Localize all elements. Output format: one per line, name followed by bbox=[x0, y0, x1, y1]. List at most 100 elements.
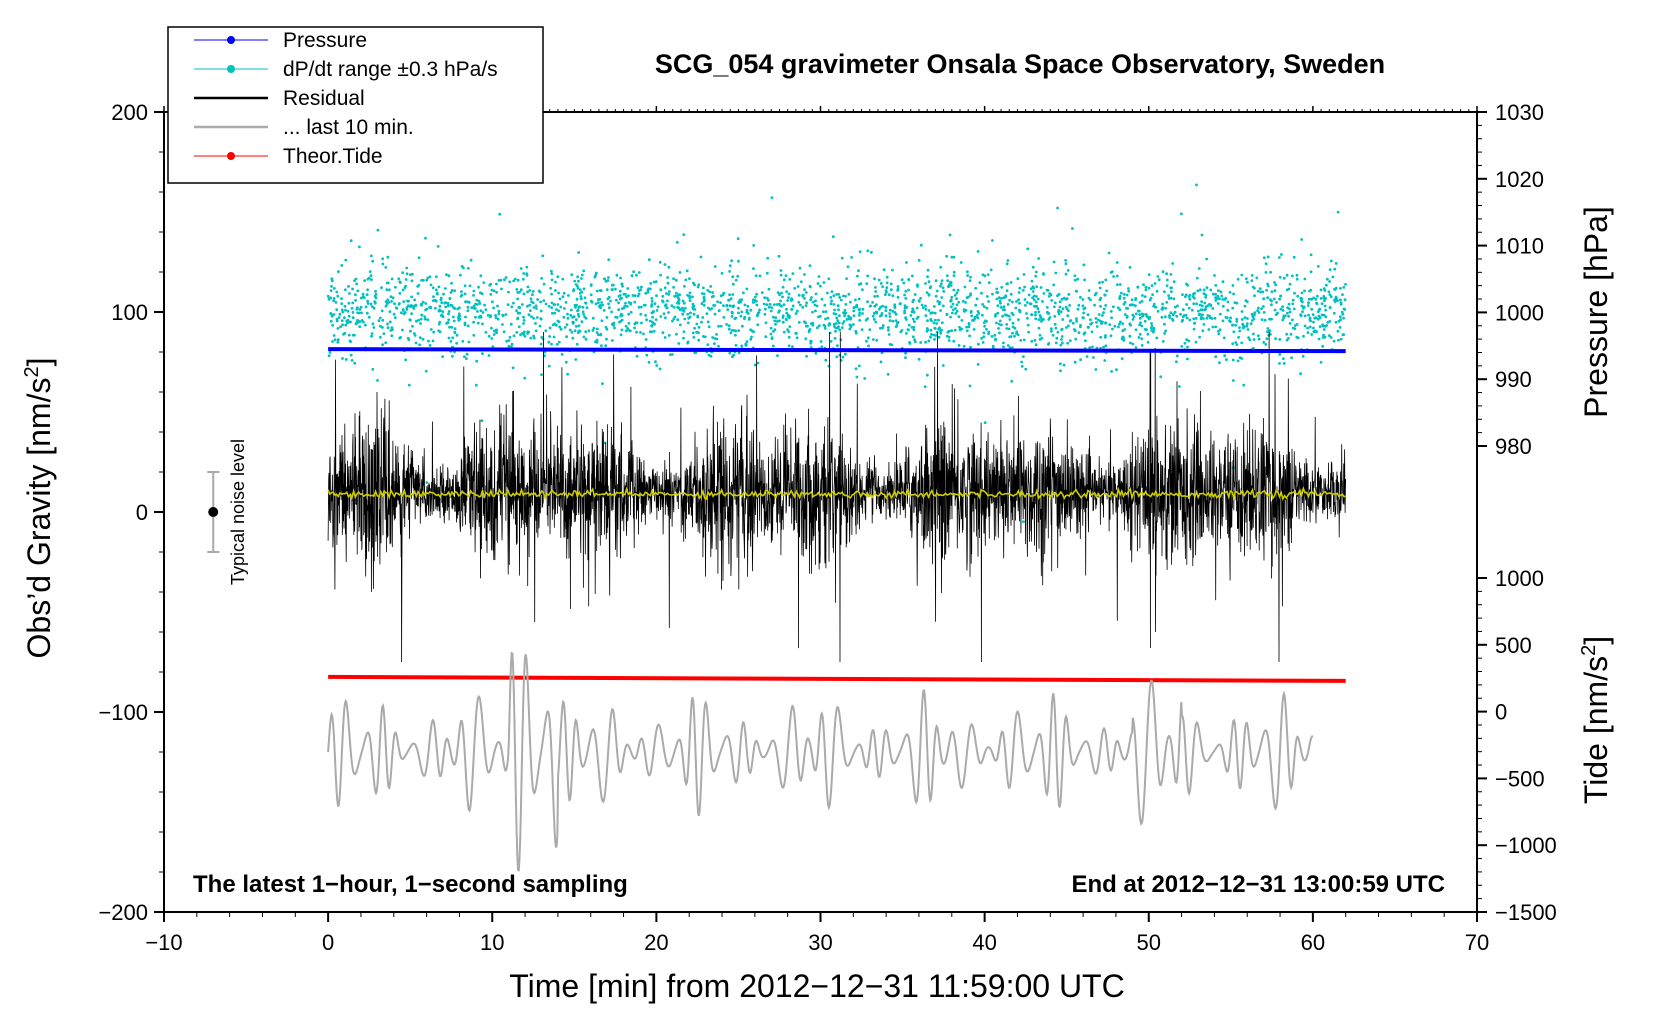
dpdt-point bbox=[1175, 354, 1179, 358]
dpdt-point bbox=[1180, 212, 1183, 216]
dpdt-point bbox=[1278, 256, 1281, 259]
dpdt-point bbox=[1333, 300, 1337, 303]
dpdt-point bbox=[1266, 330, 1269, 333]
dpdt-point bbox=[802, 293, 805, 297]
dpdt-point bbox=[985, 327, 988, 331]
dpdt-point bbox=[1031, 265, 1035, 269]
dpdt-point bbox=[455, 341, 458, 345]
dpdt-point bbox=[1264, 271, 1268, 274]
dpdt-point bbox=[1339, 287, 1342, 290]
dpdt-point bbox=[666, 299, 669, 303]
dpdt-point bbox=[663, 286, 667, 290]
dpdt-point bbox=[692, 336, 696, 339]
dpdt-point bbox=[917, 259, 921, 262]
dpdt-point bbox=[1094, 368, 1098, 371]
dpdt-point bbox=[1192, 317, 1196, 321]
dpdt-point bbox=[927, 293, 931, 297]
dpdt-point bbox=[874, 286, 877, 289]
dpdt-point bbox=[359, 305, 363, 309]
dpdt-point bbox=[584, 330, 588, 334]
dpdt-point bbox=[541, 254, 545, 258]
dpdt-point bbox=[542, 282, 546, 286]
dpdt-point bbox=[1323, 335, 1327, 339]
dpdt-point bbox=[1104, 344, 1108, 348]
dpdt-point bbox=[626, 287, 630, 290]
dpdt-point bbox=[1116, 283, 1119, 286]
dpdt-point bbox=[1211, 292, 1215, 296]
dpdt-point bbox=[1311, 313, 1315, 316]
dpdt-point bbox=[438, 304, 442, 308]
dpdt-point bbox=[1291, 318, 1294, 322]
dpdt-point bbox=[1095, 325, 1099, 328]
dpdt-point bbox=[447, 310, 451, 313]
dpdt-point bbox=[447, 274, 451, 278]
dpdt-point bbox=[952, 288, 956, 292]
dpdt-point bbox=[344, 258, 348, 262]
dpdt-point bbox=[1299, 372, 1302, 375]
dpdt-point bbox=[624, 301, 627, 305]
dpdt-point bbox=[1201, 329, 1205, 333]
dpdt-point bbox=[539, 317, 543, 320]
dpdt-point bbox=[794, 332, 798, 335]
dpdt-point bbox=[1291, 274, 1294, 278]
tide-tick-label: 1000 bbox=[1495, 566, 1544, 591]
dpdt-point bbox=[677, 301, 681, 305]
dpdt-point bbox=[329, 312, 333, 315]
dpdt-point bbox=[773, 303, 776, 306]
dpdt-point bbox=[720, 271, 724, 275]
dpdt-point bbox=[1123, 328, 1127, 331]
dpdt-point bbox=[410, 295, 413, 299]
dpdt-point bbox=[1052, 283, 1056, 287]
dpdt-point bbox=[1216, 302, 1220, 305]
dpdt-point bbox=[758, 308, 761, 312]
dpdt-point bbox=[691, 295, 694, 299]
dpdt-point bbox=[977, 342, 980, 346]
y-axis-left-title-main: Obs’d Gravity [nm/s bbox=[21, 378, 57, 659]
dpdt-point bbox=[637, 305, 641, 309]
dpdt-point bbox=[1006, 259, 1010, 262]
dpdt-point bbox=[882, 268, 886, 272]
pressure-tick-label: 1030 bbox=[1495, 100, 1544, 125]
dpdt-point bbox=[495, 282, 498, 286]
dpdt-point bbox=[760, 291, 764, 294]
dpdt-point bbox=[676, 305, 679, 309]
dpdt-point bbox=[335, 290, 339, 294]
dpdt-point bbox=[672, 305, 676, 309]
dpdt-point bbox=[804, 337, 808, 341]
dpdt-point bbox=[1246, 317, 1249, 320]
dpdt-point bbox=[749, 328, 752, 332]
dpdt-point bbox=[990, 335, 994, 338]
dpdt-point bbox=[1310, 307, 1314, 311]
dpdt-point bbox=[1054, 326, 1058, 330]
dpdt-point bbox=[1104, 304, 1108, 307]
dpdt-point bbox=[1120, 357, 1124, 361]
dpdt-point bbox=[629, 310, 633, 314]
dpdt-point bbox=[1329, 259, 1333, 263]
dpdt-point bbox=[727, 327, 731, 331]
dpdt-point bbox=[905, 332, 908, 335]
dpdt-point bbox=[577, 251, 580, 254]
dpdt-point bbox=[1309, 253, 1313, 257]
dpdt-point bbox=[940, 279, 944, 282]
annotation-sampling: The latest 1−hour, 1−second sampling bbox=[193, 871, 628, 898]
dpdt-point bbox=[894, 319, 898, 322]
dpdt-point bbox=[461, 339, 465, 343]
dpdt-point bbox=[409, 329, 412, 333]
dpdt-point bbox=[612, 283, 615, 287]
dpdt-point bbox=[756, 313, 760, 317]
dpdt-point bbox=[854, 367, 858, 371]
noise-level-dot bbox=[208, 507, 219, 517]
dpdt-point bbox=[1253, 286, 1256, 290]
dpdt-point bbox=[519, 333, 522, 337]
dpdt-point bbox=[1077, 331, 1081, 334]
dpdt-point bbox=[1187, 306, 1191, 310]
dpdt-point bbox=[435, 292, 439, 296]
dpdt-point bbox=[1257, 337, 1261, 341]
dpdt-point bbox=[456, 307, 460, 311]
dpdt-point bbox=[700, 320, 703, 324]
dpdt-point bbox=[842, 320, 846, 323]
dpdt-point bbox=[891, 319, 895, 323]
dpdt-point bbox=[579, 297, 583, 301]
dpdt-point bbox=[1097, 313, 1101, 316]
dpdt-point bbox=[1303, 277, 1307, 281]
